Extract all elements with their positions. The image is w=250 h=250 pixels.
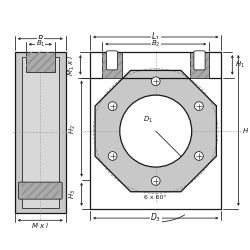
- Text: $L_1$: $L_1$: [151, 31, 160, 43]
- Circle shape: [120, 95, 192, 167]
- Circle shape: [194, 152, 203, 160]
- Bar: [22, 183, 59, 198]
- Text: 6 x 60°: 6 x 60°: [144, 195, 167, 200]
- Bar: [26, 52, 55, 72]
- FancyBboxPatch shape: [18, 182, 62, 199]
- Bar: [22, 57, 59, 208]
- Text: $H_1$: $H_1$: [236, 60, 245, 70]
- Circle shape: [151, 176, 160, 185]
- Circle shape: [108, 152, 117, 160]
- Circle shape: [194, 102, 203, 110]
- Bar: [26, 52, 55, 72]
- Text: $B_1$: $B_1$: [36, 39, 45, 50]
- Circle shape: [151, 77, 160, 86]
- FancyBboxPatch shape: [106, 51, 118, 70]
- Circle shape: [108, 102, 117, 110]
- Text: $H_2$: $H_2$: [68, 124, 78, 134]
- Text: $D_1$: $D_1$: [144, 115, 154, 125]
- Bar: [190, 52, 209, 78]
- Bar: [15, 52, 66, 212]
- FancyBboxPatch shape: [194, 51, 205, 70]
- Text: $D_3$: $D_3$: [150, 212, 161, 224]
- Bar: [190, 52, 209, 78]
- Bar: [102, 52, 122, 78]
- Text: $M_1$ x $l$: $M_1$ x $l$: [66, 54, 77, 76]
- Text: $H_3$: $H_3$: [68, 189, 78, 199]
- Polygon shape: [95, 70, 216, 192]
- Text: $B_2$: $B_2$: [151, 39, 160, 49]
- Text: $M$ x $l$: $M$ x $l$: [31, 221, 50, 230]
- Text: $H$: $H$: [242, 126, 249, 135]
- Text: $B$: $B$: [37, 33, 44, 44]
- Bar: [102, 52, 122, 78]
